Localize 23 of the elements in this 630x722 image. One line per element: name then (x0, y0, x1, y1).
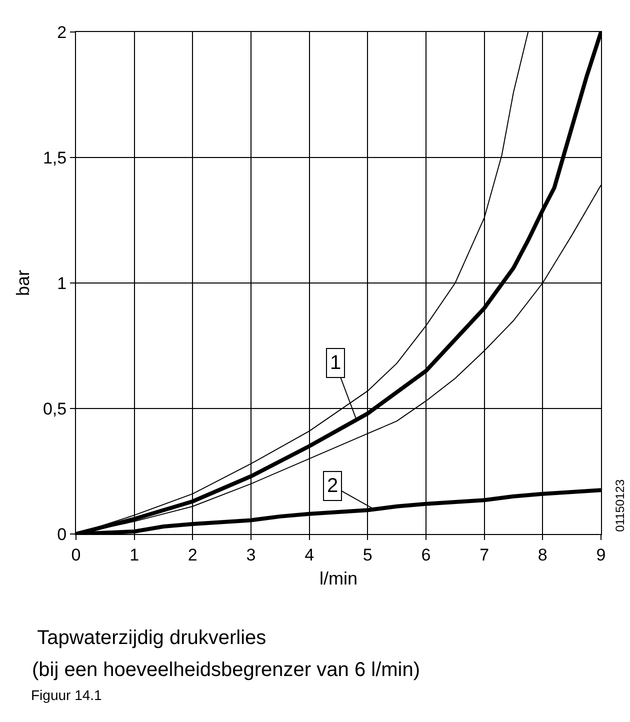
text: (bij een hoeveelheidsbegrenzer van 6 l/min) (32, 659, 420, 681)
x-tick-label: 0 (71, 545, 81, 564)
text: 01150123 (612, 479, 627, 532)
y-tick-label: 0,5 (42, 399, 67, 418)
text: Figuur 14.1 (31, 687, 102, 703)
y-tick-label: 0 (57, 524, 67, 544)
x-tick-label: 7 (480, 545, 490, 564)
x-tick-label: 9 (596, 545, 606, 564)
x-tick-label: 8 (538, 545, 548, 564)
annotation: 2 (327, 475, 338, 497)
y-axis-title: bar (13, 270, 34, 296)
y-tick-label: 1 (57, 274, 67, 293)
x-tick-label: 5 (362, 545, 372, 564)
x-tick-label: 2 (188, 545, 198, 564)
x-tick-label: 4 (304, 545, 314, 564)
y-tick-label: 2 (57, 22, 67, 42)
x-tick-label: 1 (130, 545, 140, 564)
x-axis-title: l/min (319, 568, 358, 588)
annotation: 1 (330, 352, 342, 374)
x-tick-label: 6 (421, 545, 431, 564)
text: Tapwaterzijdig drukverlies (37, 627, 266, 649)
y-tick-label: 1,5 (42, 148, 67, 168)
x-tick-label: 3 (246, 545, 256, 564)
